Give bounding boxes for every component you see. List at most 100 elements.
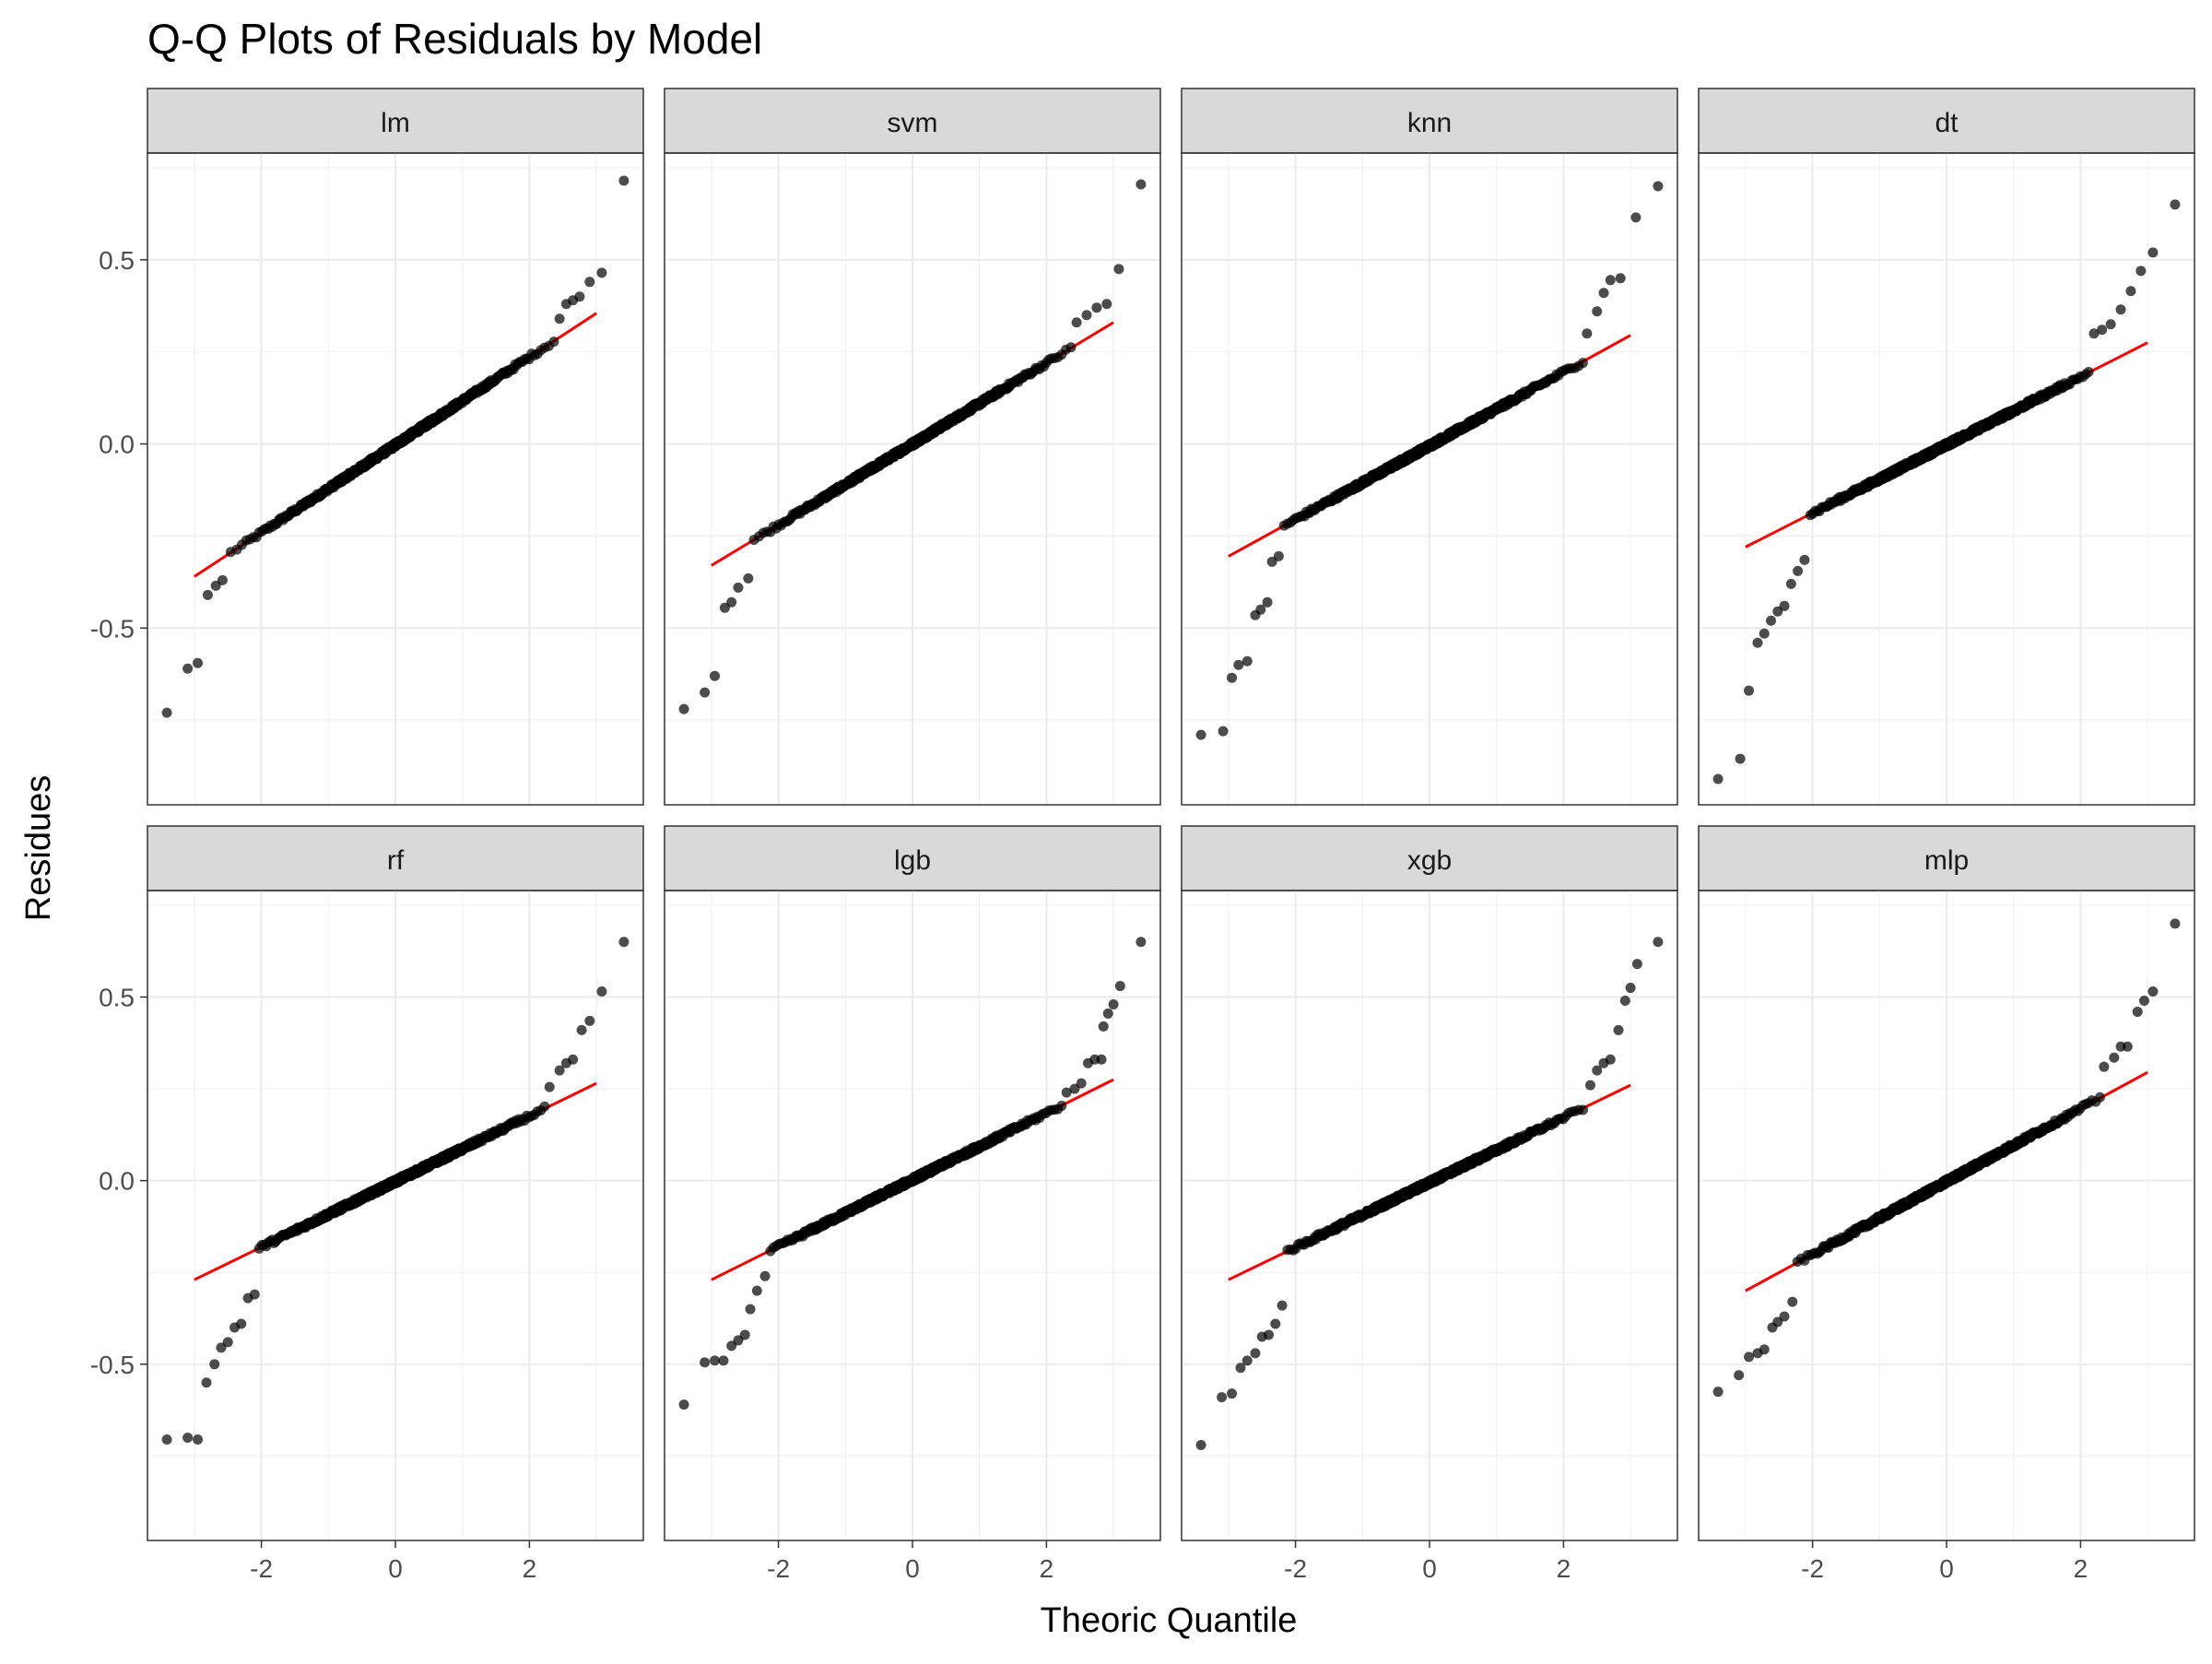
data-point [2095,1092,2106,1103]
panel-strip [1698,825,2195,891]
data-point [700,1357,711,1368]
data-point [726,1340,737,1351]
data-point [2109,1052,2120,1063]
panel-lm: lm 0.5 0.0 -0.5 [90,88,644,806]
data-point [1578,1104,1589,1115]
data-point [618,175,629,186]
data-point [1584,1080,1595,1091]
panels-layer: lm 0.5 0.0 -0.5 svm knn dt rf 0.5 0.0 -0.5 -2 0 2 lgb -… [90,88,2195,1583]
data-point [596,267,607,278]
data-point [236,1318,247,1329]
data-point [2138,995,2149,1006]
data-point [1772,606,1783,617]
data-point [1605,275,1616,286]
y-tick-label: -0.5 [90,1351,135,1379]
data-point [2170,918,2181,929]
data-point [544,1081,555,1092]
data-point [1069,1083,1080,1094]
panel-strip [1181,88,1678,154]
x-tick-label: 0 [388,1554,403,1583]
data-point [1592,1065,1603,1076]
data-point [1061,1087,1072,1098]
data-point [745,1304,756,1315]
data-point [1217,1392,1228,1403]
data-point [161,1434,172,1445]
data-point [1744,685,1755,696]
y-tick-label: 0.0 [99,431,135,459]
data-point [1135,937,1147,948]
x-tick-label: 2 [523,1554,537,1583]
data-point [678,703,689,714]
x-axis-label: Theoric Quantile [1041,1601,1298,1640]
data-point [1218,726,1229,737]
data-point [2115,304,2126,315]
data-point [584,277,595,288]
data-point [1779,600,1790,611]
data-point [182,663,194,674]
data-point [249,1289,260,1300]
x-tick-label: 0 [1422,1554,1437,1583]
panel-border [1698,152,2195,806]
panel-strip-label: xgb [1407,845,1452,876]
data-point [1592,306,1603,317]
data-point [733,582,744,593]
panel-border [664,152,1161,806]
y-axis-label: Residues [19,775,58,921]
panel-xgb: xgb -2 0 2 [1181,825,1678,1583]
panel-strip-label: lgb [894,845,931,876]
data-point [1759,1344,1770,1355]
data-point [554,1065,565,1076]
panel-strip-label: rf [387,845,405,876]
chart-title: Q-Q Plots of Residuals by Model [147,15,762,63]
data-point [1772,1316,1783,1328]
panel-mlp: mlp -2 0 2 [1698,825,2195,1583]
x-tick-label: 0 [1939,1554,1954,1583]
data-point [2105,319,2116,330]
data-point [1262,596,1273,608]
data-point [1096,1054,1107,1065]
data-point [718,1355,729,1366]
panel-strip [664,88,1161,154]
panel-dt: dt [1698,88,2195,806]
data-point [1653,181,1664,192]
data-point [201,1377,212,1388]
data-point [222,1337,233,1348]
data-point [1266,556,1277,567]
data-point [1195,1439,1206,1450]
data-point [539,1101,550,1112]
data-point [193,1434,204,1445]
data-point [1653,937,1664,948]
data-point [743,572,754,584]
data-point [739,1329,750,1340]
data-point [1091,302,1102,313]
panel-strip [147,825,644,891]
panel-svm: svm [664,88,1161,806]
data-point [2136,266,2147,277]
data-point [1613,1024,1624,1035]
data-point [1766,615,1777,626]
data-point [1582,328,1593,339]
data-point [1712,773,1724,785]
panel-border [147,152,644,806]
data-point [574,291,585,302]
data-point [161,707,172,718]
panel-strip [664,825,1161,891]
data-point [1277,1300,1288,1311]
data-point [678,1399,689,1410]
data-point [618,937,629,948]
data-point [1102,1008,1113,1019]
data-point [1098,1021,1109,1032]
x-tick-label: -2 [1801,1554,1824,1583]
data-point [1195,729,1206,740]
panel-strip-label: dt [1935,108,1959,138]
data-point [1071,317,1082,328]
x-tick-label: -2 [250,1554,273,1583]
data-point [1135,179,1147,190]
data-point [568,1054,579,1065]
data-point [182,1432,194,1443]
data-point [1241,1355,1253,1366]
data-point [2097,325,2108,336]
x-tick-label: 2 [2074,1554,2088,1583]
data-point [1255,604,1266,615]
